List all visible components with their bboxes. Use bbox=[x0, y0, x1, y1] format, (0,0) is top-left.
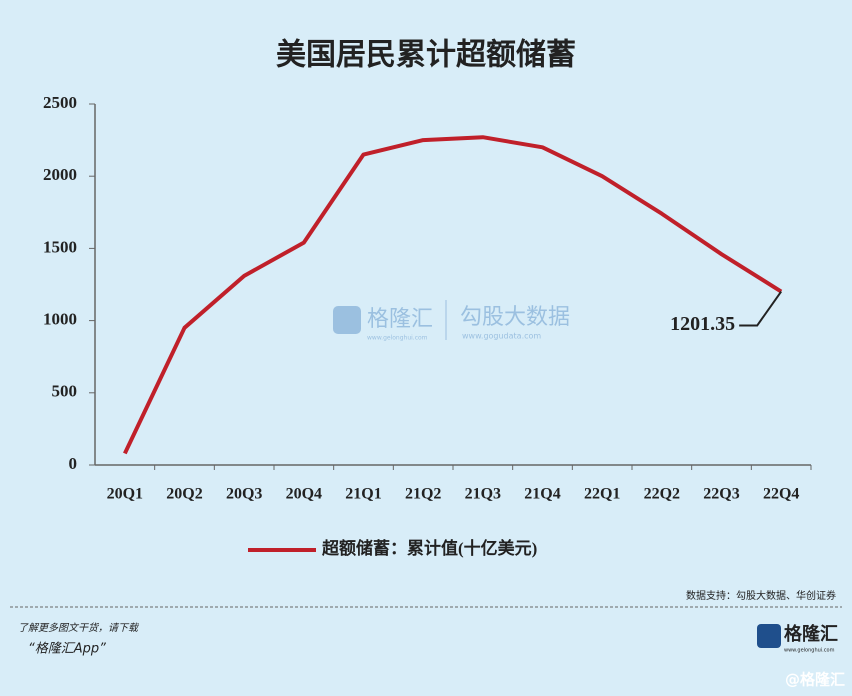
watermark: 格隆汇 www.gelonghui.com 勾股大数据 www.gogudata… bbox=[333, 300, 570, 342]
footer-prompt: 了解更多图文干货，请下载 bbox=[18, 622, 140, 634]
x-tick-label: 22Q4 bbox=[763, 486, 799, 503]
chart-title: 美国居民累计超额储蓄 bbox=[276, 38, 576, 73]
x-tick-label: 20Q2 bbox=[166, 486, 202, 503]
x-tick-label: 22Q2 bbox=[644, 486, 680, 503]
footer-logo: 格隆汇 bbox=[784, 623, 838, 645]
y-tick-label: 2000 bbox=[43, 165, 77, 184]
y-tick-label: 1500 bbox=[43, 237, 77, 256]
footer-handle: @格隆汇 bbox=[785, 671, 845, 689]
x-tick-label: 22Q1 bbox=[584, 486, 620, 503]
y-tick-label: 2500 bbox=[43, 93, 77, 112]
y-tick-label: 0 bbox=[69, 454, 78, 473]
line bbox=[123, 135, 783, 455]
source: 数据支持：勾股大数据、华创证券 bbox=[686, 589, 836, 602]
watermark-url: www.gelonghui.com bbox=[367, 335, 428, 342]
x-tick-label: 21Q3 bbox=[465, 486, 501, 503]
footer-logo-icon bbox=[757, 624, 781, 648]
x-tick-label: 21Q1 bbox=[345, 486, 381, 503]
y-tick-label: 1000 bbox=[43, 310, 77, 329]
label-leader bbox=[739, 290, 782, 327]
x-tick-label: 22Q3 bbox=[703, 486, 739, 503]
watermark-partner-url: www.gogudata.com bbox=[462, 332, 541, 341]
footer-app: “格隆汇App” bbox=[28, 642, 106, 657]
watermark-brand: 格隆汇 bbox=[367, 307, 433, 332]
x-tick-label: 20Q4 bbox=[286, 486, 322, 503]
x-tick-label: 21Q4 bbox=[524, 486, 560, 503]
footer-logo-url: www.gelonghui.com bbox=[784, 648, 835, 654]
watermark-partner: 勾股大数据 bbox=[460, 305, 570, 330]
legend-label: 超额储蓄：累计值(十亿美元) bbox=[322, 538, 537, 558]
x-tick-label: 20Q1 bbox=[107, 486, 143, 503]
x-tick-label: 20Q3 bbox=[226, 486, 262, 503]
value-label: 1201.35 bbox=[670, 313, 735, 335]
x-tick-label: 21Q2 bbox=[405, 486, 441, 503]
watermark-logo bbox=[333, 306, 361, 334]
y-tick-label: 500 bbox=[52, 382, 78, 401]
